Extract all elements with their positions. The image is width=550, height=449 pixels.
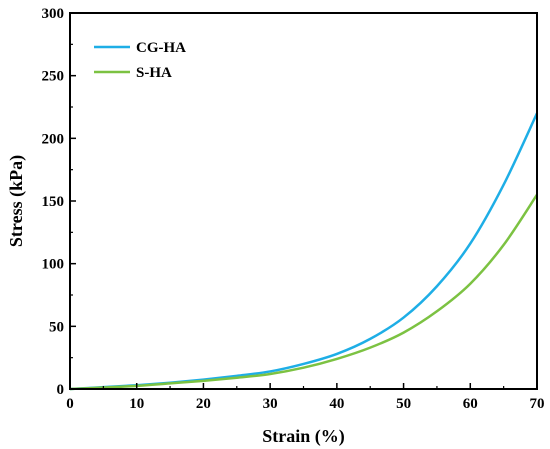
x-tick-label: 0 xyxy=(66,396,74,412)
y-tick-label: 100 xyxy=(42,257,65,273)
x-tick-label: 50 xyxy=(396,396,411,412)
legend-label-s-ha: S-HA xyxy=(136,65,172,81)
series-line-cg-ha xyxy=(69,112,539,391)
y-tick-label: 250 xyxy=(42,69,65,85)
y-axis-title: Stress (kPa) xyxy=(6,155,27,247)
y-tick-label: 300 xyxy=(42,6,65,22)
x-tick-label: 40 xyxy=(329,396,344,412)
x-tick-label: 10 xyxy=(129,396,144,412)
series-line-s-ha xyxy=(69,194,539,391)
y-axis-ticks: 0 50 100 150 200 250 300 xyxy=(42,6,76,398)
y-tick-label: 150 xyxy=(42,194,65,210)
x-axis-ticks: 0 10 20 30 40 50 60 70 xyxy=(66,383,545,412)
x-tick-label: 60 xyxy=(463,396,478,412)
x-tick-label: 70 xyxy=(530,396,545,412)
x-tick-label: 20 xyxy=(196,396,211,412)
y-tick-label: 200 xyxy=(42,131,65,147)
plot-lines xyxy=(69,112,539,391)
x-axis-title: Strain (%) xyxy=(262,426,345,447)
y-tick-label: 0 xyxy=(57,382,65,398)
y-tick-label: 50 xyxy=(49,319,64,335)
legend-label-cg-ha: CG-HA xyxy=(136,40,186,56)
x-tick-label: 30 xyxy=(263,396,278,412)
legend: CG-HA S-HA xyxy=(94,40,186,81)
